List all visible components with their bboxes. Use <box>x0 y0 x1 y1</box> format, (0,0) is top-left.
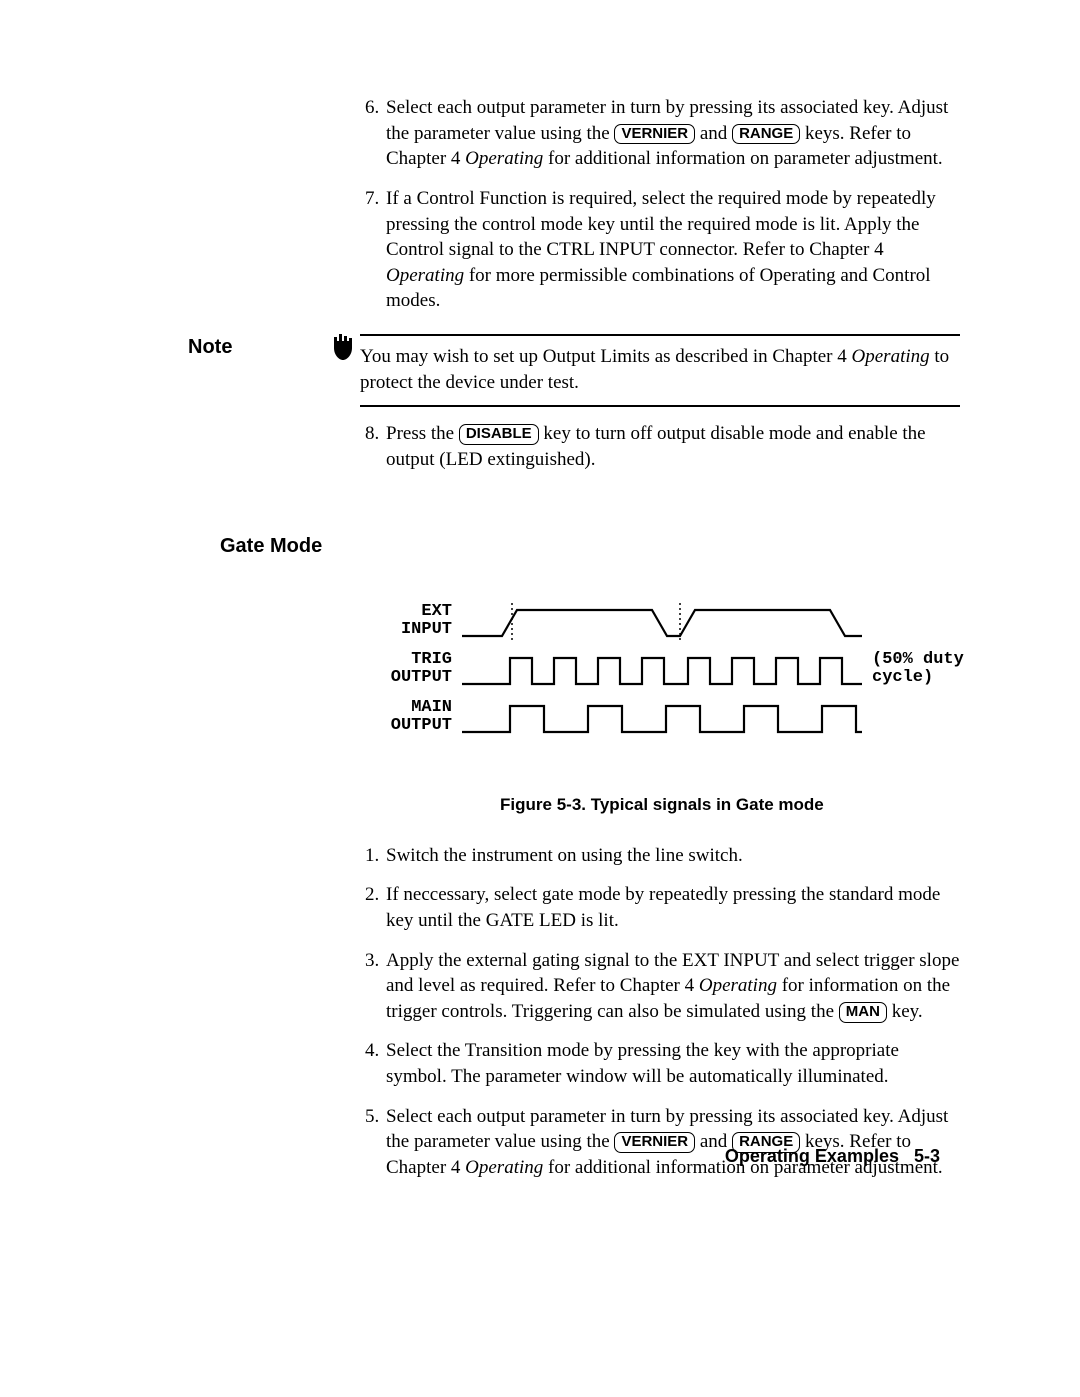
step-text: If neccessary, select gate mode by repea… <box>386 884 940 931</box>
operating-ref: Operating <box>465 148 543 169</box>
signal-trig-output: TRIGOUTPUT (50% duty cycle) <box>360 648 964 690</box>
figure-row: EXTINPUT TRIGOUTPUT <box>130 590 960 1195</box>
step-7: If a Control Function is required, selec… <box>384 186 960 314</box>
step-text: for more permissible combinations of Ope… <box>386 265 931 312</box>
step-text: If a Control Function is required, selec… <box>386 188 936 260</box>
step-8: Press the DISABLE key to turn off output… <box>384 421 960 472</box>
operating-ref: Operating <box>699 975 777 996</box>
signal-label-main: MAINOUTPUT <box>360 699 462 735</box>
step-6: Select each output parameter in turn by … <box>384 95 960 172</box>
footer-title: Operating Examples <box>725 1146 899 1166</box>
step-text: Press the <box>386 423 459 444</box>
footer-page: 5-3 <box>914 1146 940 1166</box>
note-label: Note <box>130 334 232 361</box>
step-4: Select the Transition mode by pressing t… <box>384 1038 964 1089</box>
step-text: and <box>700 123 732 144</box>
signal-main-output: MAINOUTPUT <box>360 696 964 738</box>
step-5: Select each output parameter in turn by … <box>384 1104 964 1181</box>
bottom-step-list: Switch the instrument on using the line … <box>360 843 964 1181</box>
page: Select each output parameter in turn by … <box>0 0 1080 1259</box>
operating-ref: Operating <box>386 265 464 286</box>
operating-ref: Operating <box>465 1157 543 1178</box>
note-hand-icon <box>328 334 354 364</box>
duty-line2: cycle) <box>872 668 933 687</box>
range-key: RANGE <box>732 124 800 145</box>
note-text: You may wish to set up Output Limits as … <box>360 346 852 367</box>
operating-ref: Operating <box>852 346 930 367</box>
ext-input-wave-icon <box>462 600 862 642</box>
signal-label-trig: TRIGOUTPUT <box>360 651 462 687</box>
main-output-wave-icon <box>462 696 862 738</box>
step-text: key. <box>892 1001 923 1022</box>
note-box: You may wish to set up Output Limits as … <box>360 334 960 407</box>
signal-ext-input: EXTINPUT <box>360 600 964 642</box>
signal-label-ext: EXTINPUT <box>360 603 462 639</box>
top-steps-row: Select each output parameter in turn by … <box>130 95 960 328</box>
step8-list: Press the DISABLE key to turn off output… <box>360 421 960 472</box>
step-3: Apply the external gating signal to the … <box>384 948 964 1025</box>
section-title: Gate Mode <box>130 533 960 560</box>
duty-line1: (50% duty <box>872 650 964 669</box>
step-text: for additional information on parameter … <box>548 148 943 169</box>
disable-key: DISABLE <box>459 424 539 445</box>
vernier-key: VERNIER <box>614 124 695 145</box>
note-row: Note You may wish to set up Output Limit… <box>130 334 960 407</box>
step-text: Switch the instrument on using the line … <box>386 845 743 866</box>
vernier-key: VERNIER <box>614 1132 695 1153</box>
page-footer: Operating Examples 5-3 <box>725 1144 940 1168</box>
timing-diagram: EXTINPUT TRIGOUTPUT <box>360 600 964 738</box>
figure-caption: Figure 5-3. Typical signals in Gate mode <box>360 794 964 817</box>
top-step-list: Select each output parameter in turn by … <box>360 95 960 314</box>
duty-cycle-label: (50% duty cycle) <box>862 651 964 687</box>
step8-row: Press the DISABLE key to turn off output… <box>130 421 960 486</box>
man-key: MAN <box>839 1002 887 1023</box>
trig-output-wave-icon <box>462 648 862 690</box>
step-text: Select the Transition mode by pressing t… <box>386 1040 899 1087</box>
step-1: Switch the instrument on using the line … <box>384 843 964 869</box>
step-2: If neccessary, select gate mode by repea… <box>384 882 964 933</box>
